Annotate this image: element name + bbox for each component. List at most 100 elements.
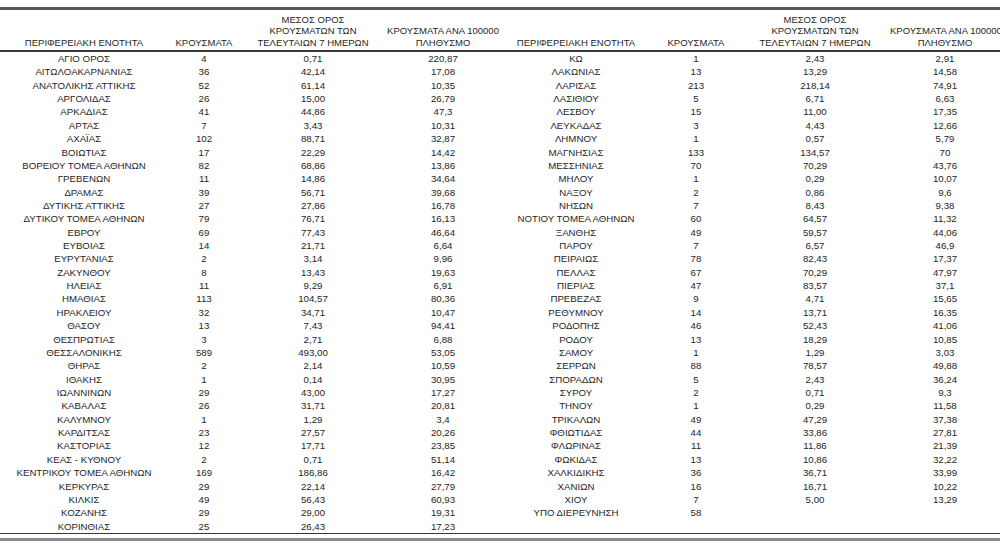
table-row: ΚΑΛΥΜΝΟΥ11,293,4ΤΡΙΚΑΛΩΝ4947,2937,38 — [0, 413, 1000, 426]
per100k-cell: 32,87 — [386, 132, 500, 145]
table-row: ΗΛΕΙΑΣ119,296,91ΠΙΕΡΙΑΣ4783,5737,1 — [0, 279, 1000, 292]
cases-cell: 88 — [652, 359, 740, 372]
region-cell: ΔΡΑΜΑΣ — [0, 186, 168, 199]
per100k-cell: 30,95 — [386, 373, 500, 386]
region-cell: ΠΕΙΡΑΙΩΣ — [500, 252, 652, 265]
avg7-cell: 6,71 — [740, 92, 890, 105]
per100k-cell: 37,1 — [890, 279, 1000, 292]
cases-cell: 26 — [168, 92, 240, 105]
region-cell: ΑΧΑΪΑΣ — [0, 132, 168, 145]
cases-cell: 1 — [652, 399, 740, 412]
avg7-cell: 6,57 — [740, 239, 890, 252]
region-cell: ΚΕΑΣ - ΚΥΘΝΟΥ — [0, 453, 168, 466]
avg7-cell: 2,71 — [240, 333, 386, 346]
cases-cell: 2 — [652, 386, 740, 399]
region-cell: ΒΟΙΩΤΙΑΣ — [0, 146, 168, 159]
cases-cell: 13 — [652, 333, 740, 346]
avg7-cell: 186,86 — [240, 466, 386, 479]
table-row: ΚΟΖΑΝΗΣ2929,0019,31ΥΠΟ ΔΙΕΡΕΥΝΗΣΗ58 — [0, 506, 1000, 519]
avg7-cell: 493,00 — [240, 346, 386, 359]
avg7-cell: 27,86 — [240, 199, 386, 212]
cases-cell: 7 — [652, 493, 740, 506]
cases-cell: 2 — [168, 359, 240, 372]
avg7-cell: 47,29 — [740, 413, 890, 426]
avg7-cell: 0,29 — [740, 172, 890, 185]
per100k-cell: 44,06 — [890, 226, 1000, 239]
per100k-cell: 10,59 — [386, 359, 500, 372]
cases-cell: 11 — [168, 172, 240, 185]
cases-cell: 44 — [652, 426, 740, 439]
per100k-cell: 43,76 — [890, 159, 1000, 172]
cases-cell: 14 — [168, 239, 240, 252]
region-cell: ΚΙΛΚΙΣ — [0, 493, 168, 506]
table-row: ΗΜΑΘΙΑΣ113104,5780,36ΠΡΕΒΕΖΑΣ94,7115,65 — [0, 292, 1000, 305]
region-cell: ΚΟΖΑΝΗΣ — [0, 506, 168, 519]
header-line: ΜΕΣΟΣ ΟΡΟΣ — [740, 14, 890, 26]
avg7-cell: 76,71 — [240, 212, 386, 225]
table-row: ΚΑΒΑΛΑΣ2631,7120,81ΤΗΝΟΥ10,2911,58 — [0, 399, 1000, 412]
avg7-cell: 61,14 — [240, 79, 386, 92]
per100k-cell: 46,9 — [890, 239, 1000, 252]
cases-cell: 29 — [168, 480, 240, 493]
cases-cell: 69 — [168, 226, 240, 239]
per100k-cell: 36,24 — [890, 373, 1000, 386]
avg7-cell: 3,43 — [240, 119, 386, 132]
region-cell: ΘΑΣΟΥ — [0, 319, 168, 332]
per100k-cell: 15,65 — [890, 292, 1000, 305]
region-cell: ΡΕΘΥΜΝΟΥ — [500, 306, 652, 319]
region-cell: ΚΑΒΑΛΑΣ — [0, 399, 168, 412]
header-line: ΚΡΟΥΣΜΑΤΩΝ ΤΩΝ — [240, 25, 386, 37]
cases-cell: 13 — [168, 319, 240, 332]
region-cell: ΛΑΚΩΝΙΑΣ — [500, 65, 652, 78]
avg7-cell: 2,43 — [740, 51, 890, 65]
region-cell — [500, 520, 652, 534]
cases-cell: 1 — [168, 413, 240, 426]
avg7-cell: 4,71 — [740, 292, 890, 305]
avg7-cell: 2,14 — [240, 359, 386, 372]
cases-cell: 49 — [652, 413, 740, 426]
region-cell: ΗΜΑΘΙΑΣ — [0, 292, 168, 305]
cases-cell: 26 — [168, 399, 240, 412]
cases-cell: 46 — [652, 319, 740, 332]
table-row: ΚΕΑΣ - ΚΥΘΝΟΥ20,7151,14ΦΩΚΙΔΑΣ1310,8632,… — [0, 453, 1000, 466]
avg7-cell: 56,71 — [240, 186, 386, 199]
region-cell: ΕΥΒΟΙΑΣ — [0, 239, 168, 252]
header-line: ΠΕΡΙΦΕΡΕΙΑΚΗ ΕΝΟΤΗΤΑ — [0, 37, 168, 49]
avg7-cell: 88,71 — [240, 132, 386, 145]
avg7-cell: 2,43 — [740, 373, 890, 386]
region-cell: ΑΡΓΟΛΙΔΑΣ — [0, 92, 168, 105]
cases-cell: 9 — [652, 292, 740, 305]
avg7-cell: 8,43 — [740, 199, 890, 212]
avg7-cell: 82,43 — [740, 252, 890, 265]
avg7-cell: 70,29 — [740, 159, 890, 172]
per100k-cell: 37,38 — [890, 413, 1000, 426]
table-row: ΚΕΝΤΡΙΚΟΥ ΤΟΜΕΑ ΑΘΗΝΩΝ169186,8616,42ΧΑΛΚ… — [0, 466, 1000, 479]
per100k-cell: 74,91 — [890, 79, 1000, 92]
avg7-cell: 4,43 — [740, 119, 890, 132]
cases-cell: 102 — [168, 132, 240, 145]
avg7-cell: 17,71 — [240, 439, 386, 452]
region-cell: ΘΕΣΠΡΩΤΙΑΣ — [0, 333, 168, 346]
table-row: ΑΡΤΑΣ73,4310,31ΛΕΥΚΑΔΑΣ34,4312,66 — [0, 119, 1000, 132]
per100k-cell: 20,81 — [386, 399, 500, 412]
per100k-cell: 3,4 — [386, 413, 500, 426]
cases-cell: 36 — [168, 65, 240, 78]
avg7-cell: 22,29 — [240, 146, 386, 159]
per100k-cell — [890, 520, 1000, 534]
per100k-cell: 70 — [890, 146, 1000, 159]
region-cell: ΞΑΝΘΗΣ — [500, 226, 652, 239]
region-cell: ΚΕΝΤΡΙΚΟΥ ΤΟΜΕΑ ΑΘΗΝΩΝ — [0, 466, 168, 479]
table-row: ΑΡΚΑΔΙΑΣ4144,8647,3ΛΕΣΒΟΥ1511,0017,35 — [0, 105, 1000, 118]
header-line: ΚΡΟΥΣΜΑΤΩΝ ΤΩΝ — [740, 25, 890, 37]
region-cell: ΚΩ — [500, 51, 652, 65]
avg7-cell: 43,00 — [240, 386, 386, 399]
region-cell: ΛΑΡΙΣΑΣ — [500, 79, 652, 92]
cases-cell: 5 — [652, 373, 740, 386]
region-cell: ΦΘΙΩΤΙΔΑΣ — [500, 426, 652, 439]
per100k-cell: 16,78 — [386, 199, 500, 212]
cases-cell: 1 — [652, 172, 740, 185]
cases-cell: 25 — [168, 520, 240, 534]
per100k-cell: 51,14 — [386, 453, 500, 466]
region-cell: ΠΑΡΟΥ — [500, 239, 652, 252]
per100k-cell: 39,68 — [386, 186, 500, 199]
